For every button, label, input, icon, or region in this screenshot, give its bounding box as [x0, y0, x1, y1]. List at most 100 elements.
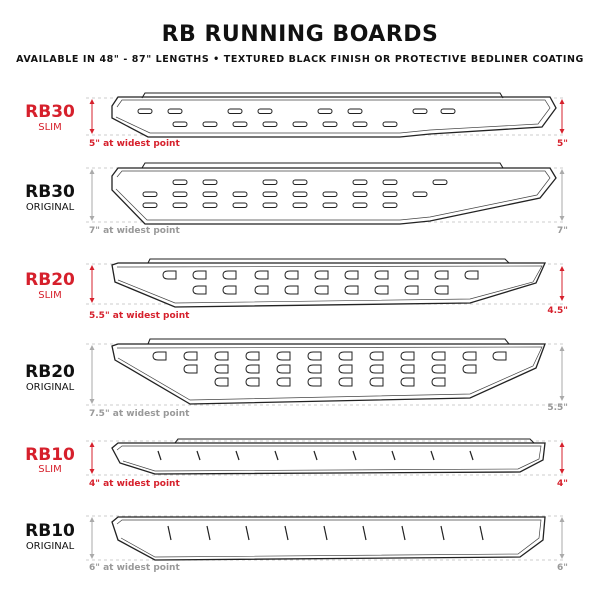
- slot: [347, 108, 363, 114]
- board-edge: [116, 445, 542, 472]
- arrow-head: [89, 517, 95, 522]
- arrow-head: [89, 169, 95, 174]
- board-top-strip: [174, 438, 535, 444]
- tread-slash: [313, 450, 318, 461]
- arrow-head: [89, 345, 95, 350]
- slot: [382, 191, 398, 197]
- board-edge: [116, 346, 543, 401]
- tread-slash: [479, 525, 484, 541]
- slot: [322, 202, 338, 208]
- slot: [172, 179, 188, 185]
- traction-cup: [183, 364, 198, 374]
- traction-cup: [338, 364, 353, 374]
- traction-cup: [462, 351, 477, 361]
- traction-cup: [464, 270, 479, 280]
- tread-slash: [284, 525, 289, 541]
- slot: [172, 121, 188, 127]
- traction-cup: [254, 285, 269, 295]
- traction-cup: [338, 351, 353, 361]
- traction-cup: [314, 270, 329, 280]
- end-dimension: 4.5": [547, 306, 568, 316]
- arrow-head: [559, 99, 565, 104]
- end-dimension: 5": [557, 139, 568, 149]
- traction-cup: [284, 270, 299, 280]
- traction-cup: [222, 270, 237, 280]
- slot: [232, 191, 248, 197]
- arrow-head: [559, 216, 565, 221]
- board-top-strip: [141, 92, 504, 99]
- traction-cup: [431, 364, 446, 374]
- tread-slash: [206, 525, 211, 541]
- traction-cup: [222, 285, 237, 295]
- board-outline: [111, 516, 546, 561]
- arrow-head: [559, 554, 565, 559]
- arrow-head: [559, 346, 565, 351]
- traction-cup: [245, 364, 260, 374]
- traction-cup: [400, 377, 415, 387]
- traction-cup: [314, 285, 329, 295]
- widest-dimension: 5.5" at widest point: [89, 311, 190, 321]
- tread-slash: [362, 525, 367, 541]
- tread-slash: [440, 525, 445, 541]
- slot: [292, 202, 308, 208]
- arrow-head: [559, 517, 565, 522]
- slot: [352, 202, 368, 208]
- arrow-head: [559, 169, 565, 174]
- board-outline: [111, 343, 546, 405]
- slot: [257, 108, 273, 114]
- slot: [412, 108, 428, 114]
- traction-cup: [245, 377, 260, 387]
- traction-cup: [344, 270, 359, 280]
- tread-slash: [391, 450, 396, 461]
- slot: [227, 108, 243, 114]
- traction-cup: [276, 364, 291, 374]
- arrow-head: [559, 442, 565, 447]
- traction-cup: [400, 364, 415, 374]
- traction-cup: [344, 285, 359, 295]
- board-edge: [116, 265, 543, 304]
- slot: [382, 202, 398, 208]
- board-top-strip: [147, 258, 510, 264]
- traction-cup: [214, 364, 229, 374]
- arrow-head: [89, 469, 95, 474]
- board-top-strip: [141, 162, 504, 169]
- slot: [172, 191, 188, 197]
- slot: [382, 179, 398, 185]
- arrow-head: [559, 296, 565, 301]
- arrow-head: [559, 266, 565, 271]
- slot: [262, 191, 278, 197]
- board-outline: [111, 442, 546, 475]
- slot: [412, 191, 428, 197]
- tread-slash: [245, 525, 250, 541]
- slot: [202, 121, 218, 127]
- tread-slash: [401, 525, 406, 541]
- traction-cup: [152, 351, 167, 361]
- slot: [322, 121, 338, 127]
- slot: [202, 191, 218, 197]
- end-dimension: 4": [557, 479, 568, 489]
- slot: [262, 179, 278, 185]
- traction-cup: [369, 377, 384, 387]
- traction-cup: [192, 285, 207, 295]
- arrow-head: [89, 554, 95, 559]
- page-title: RB RUNNING BOARDS: [161, 22, 439, 47]
- traction-cup: [374, 270, 389, 280]
- traction-cup: [369, 364, 384, 374]
- arrow-head: [89, 99, 95, 104]
- traction-cup: [276, 377, 291, 387]
- tread-slash: [235, 450, 240, 461]
- traction-cup: [400, 351, 415, 361]
- tread-slash: [167, 525, 172, 541]
- arrow-head: [89, 265, 95, 270]
- traction-cup: [338, 377, 353, 387]
- slot: [262, 121, 278, 127]
- tread-slash: [352, 450, 357, 461]
- traction-cup: [462, 364, 477, 374]
- traction-cup: [183, 351, 198, 361]
- board-top-strip: [147, 338, 510, 345]
- traction-cup: [307, 364, 322, 374]
- traction-cup: [492, 351, 507, 361]
- tread-slash: [274, 450, 279, 461]
- tread-slash: [469, 450, 474, 461]
